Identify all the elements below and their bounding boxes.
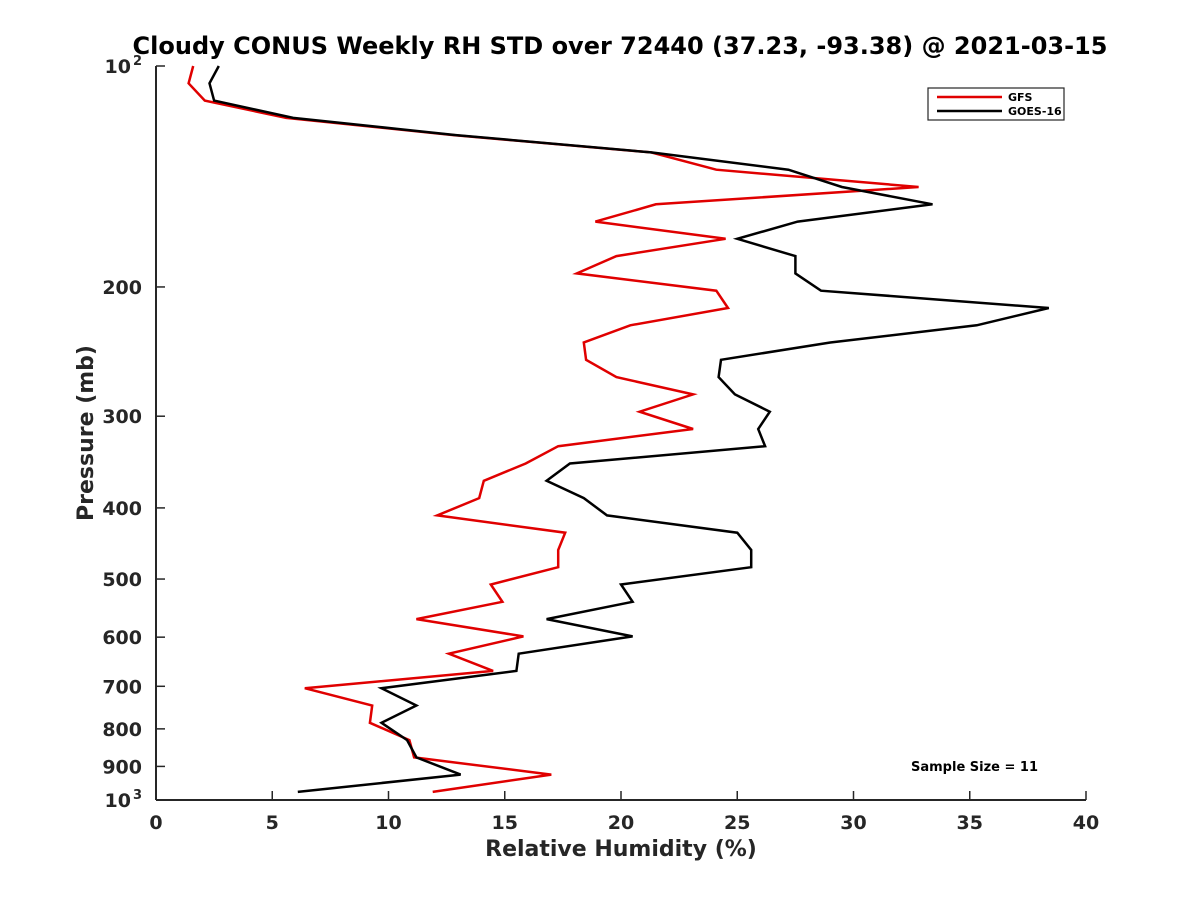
x-axis-label: Relative Humidity (%)	[485, 837, 757, 862]
sample-size-annotation: Sample Size = 11	[911, 760, 1038, 775]
x-tick-label: 0	[149, 812, 162, 834]
series-lines	[187, 65, 1050, 794]
x-tick-label: 5	[266, 812, 279, 834]
legend-box	[927, 87, 1065, 121]
y-tick-label: 500	[102, 569, 142, 591]
x-tick-label: 40	[1073, 812, 1099, 834]
axes	[155, 66, 1086, 801]
x-tick-label: 35	[957, 812, 983, 834]
series-line-goes-16	[208, 65, 1050, 794]
y-tick-label: 400	[102, 498, 142, 520]
y-axis-label: Pressure (mb)	[74, 345, 99, 521]
y-tick-label: 600	[102, 627, 142, 649]
y-tick-label: 300	[102, 406, 142, 428]
x-ticks: 0 5 10 15 20 25 30 35 40	[149, 791, 1099, 834]
y-tick-label: 800	[102, 719, 142, 741]
series-line-gfs	[187, 65, 919, 794]
y-tick-label: 700	[102, 676, 142, 698]
legend: GFS GOES-16	[927, 87, 1065, 121]
y-tick-label: 10	[105, 790, 131, 812]
x-tick-label: 30	[840, 812, 866, 834]
x-tick-label: 10	[375, 812, 401, 834]
y-tick-label: 10	[105, 56, 131, 78]
legend-label-gfs: GFS	[1008, 91, 1033, 104]
legend-label-goes-16: GOES-16	[1008, 105, 1062, 118]
y-tick-exponent: 3	[133, 788, 142, 803]
x-tick-label: 25	[724, 812, 750, 834]
y-tick-exponent: 2	[133, 54, 142, 69]
y-tick-label: 200	[102, 277, 142, 299]
chart-title: Cloudy CONUS Weekly RH STD over 72440 (3…	[133, 32, 1108, 60]
x-tick-label: 20	[608, 812, 634, 834]
x-tick-label: 15	[492, 812, 518, 834]
y-tick-label: 900	[102, 756, 142, 778]
